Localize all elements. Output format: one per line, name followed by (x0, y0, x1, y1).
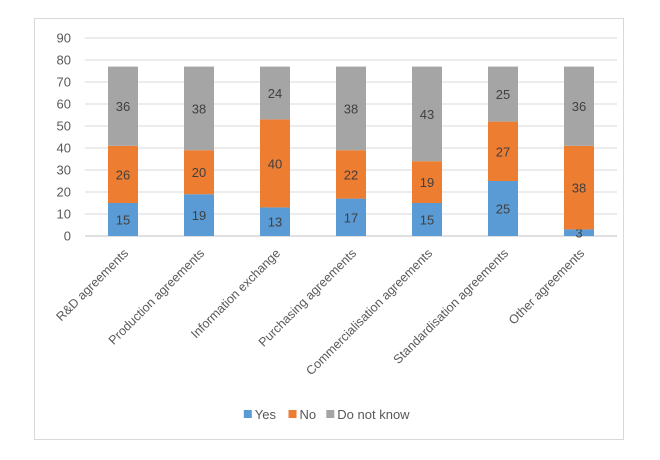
y-tick-label: 10 (57, 207, 71, 222)
bar-no (412, 161, 442, 203)
legend-swatch-no (288, 410, 297, 418)
y-tick-label: 20 (57, 185, 71, 200)
bar-yes (336, 198, 366, 236)
chart-frame: 0 10 20 30 40 50 60 70 80 90 15 26 36 R&D agreements 1… (34, 18, 624, 440)
bar-do-not-know (184, 66, 214, 151)
bar-yes (412, 203, 442, 236)
data-label: 36 (116, 99, 130, 114)
x-tick-label: Commercialisation agreements (303, 246, 435, 378)
data-label: 19 (420, 175, 434, 190)
data-label: 19 (192, 208, 206, 223)
data-label: 24 (268, 86, 282, 101)
data-label: 13 (268, 215, 282, 230)
data-label: 38 (572, 181, 586, 196)
y-tick-label: 70 (57, 75, 71, 90)
bar-yes (108, 203, 138, 236)
y-tick-label: 90 (57, 31, 71, 46)
y-tick-label: 80 (57, 53, 71, 68)
bar-no (336, 150, 366, 199)
data-label: 27 (496, 144, 510, 159)
bar-no (488, 121, 518, 181)
data-label: 40 (268, 156, 282, 171)
data-label: 3 (575, 226, 582, 241)
data-label: 43 (420, 107, 434, 122)
bar-yes (260, 207, 290, 236)
bar-do-not-know (108, 66, 138, 146)
bar-do-not-know (488, 66, 518, 122)
stacked-bar-chart: 0 10 20 30 40 50 60 70 80 90 15 26 36 R&D agreements 1… (53, 31, 617, 422)
bar-no (108, 145, 138, 203)
y-tick-label: 0 (64, 229, 71, 244)
y-tick-label: 40 (57, 141, 71, 156)
bar-do-not-know (260, 66, 290, 120)
data-label: 15 (420, 213, 434, 228)
bar-yes (184, 194, 214, 236)
bar-yes (564, 229, 594, 236)
legend-label: Yes (255, 407, 277, 422)
bar-yes (488, 181, 518, 236)
bar-do-not-know (336, 66, 366, 151)
y-tick-label: 30 (57, 163, 71, 178)
legend-label: Do not know (337, 407, 410, 422)
x-tick-label: R&D agreements (53, 246, 131, 324)
bar-no (564, 145, 594, 230)
y-tick-label: 50 (57, 119, 71, 134)
bar-do-not-know (564, 66, 594, 146)
data-label: 25 (496, 202, 510, 217)
data-label: 26 (116, 167, 130, 182)
data-label: 38 (344, 101, 358, 116)
bar-do-not-know (412, 66, 442, 162)
data-label: 15 (116, 213, 130, 228)
data-label: 38 (192, 101, 206, 116)
data-label: 20 (192, 165, 206, 180)
legend-label: No (300, 407, 317, 422)
data-label: 25 (496, 87, 510, 102)
data-label: 22 (344, 167, 358, 182)
y-tick-label: 60 (57, 97, 71, 112)
legend-swatch-yes (243, 410, 252, 418)
bar-no (260, 119, 290, 208)
bar-no (184, 150, 214, 195)
x-tick-label: Other agreements (506, 246, 587, 327)
data-label: 36 (572, 99, 586, 114)
legend-swatch-do-not-know (326, 410, 335, 418)
data-label: 17 (344, 210, 358, 225)
